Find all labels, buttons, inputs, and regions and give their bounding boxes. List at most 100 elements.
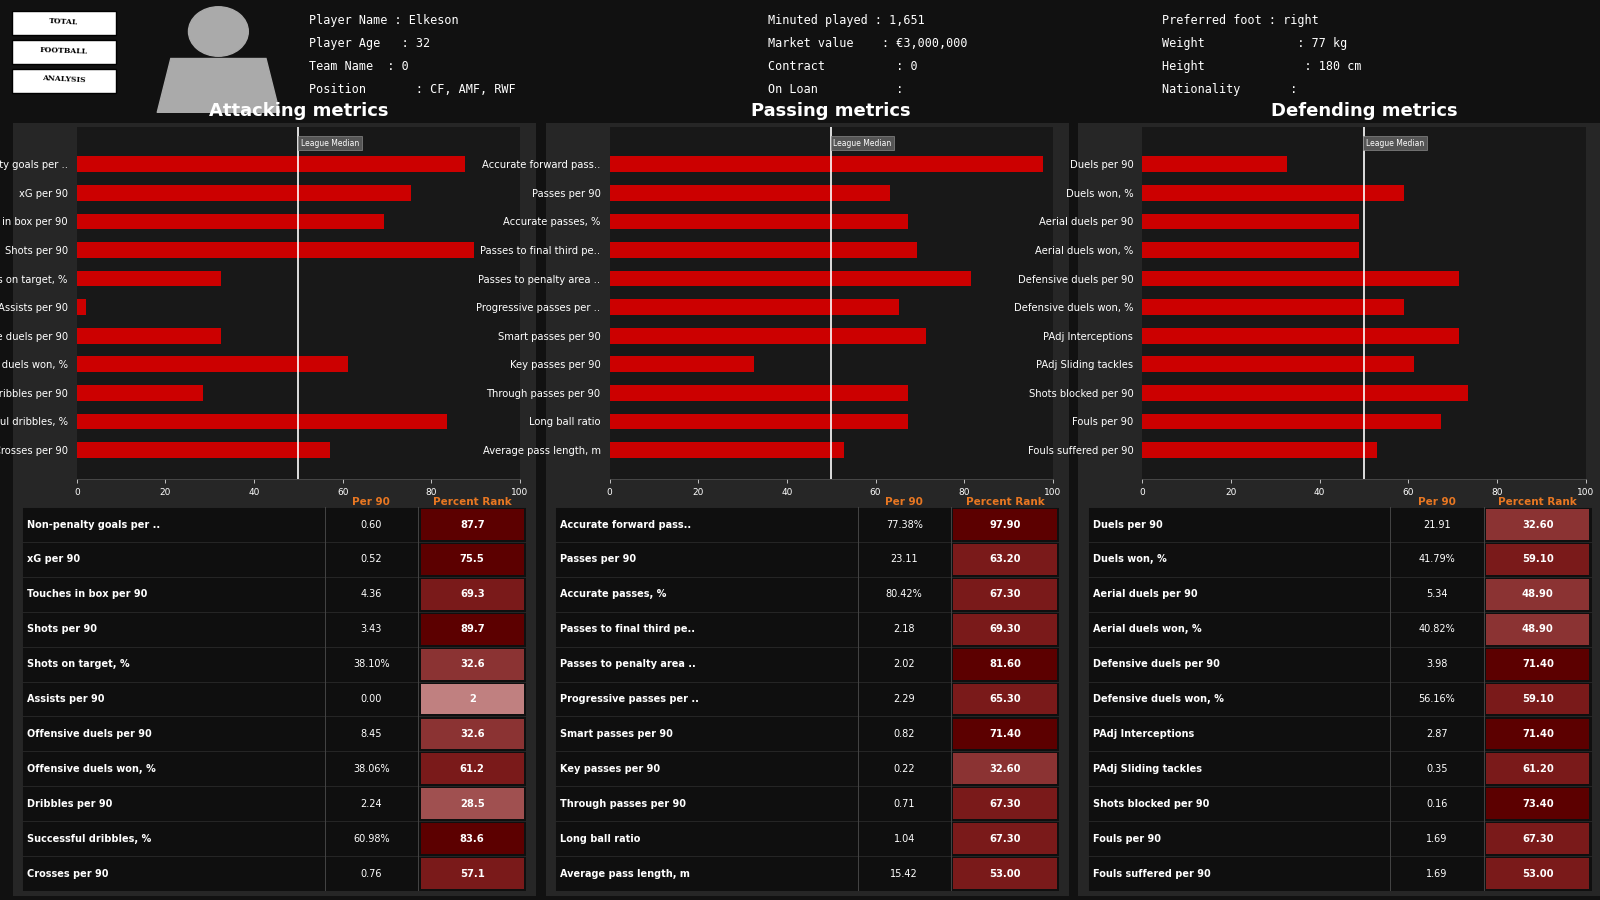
Text: 89.7: 89.7 <box>459 625 485 634</box>
Bar <box>22 787 526 821</box>
Bar <box>421 718 523 750</box>
Text: Aerial duels per 90: Aerial duels per 90 <box>1093 590 1198 599</box>
Bar <box>610 300 899 315</box>
Bar <box>421 753 523 784</box>
Bar <box>77 356 349 372</box>
Text: Successful dribbles, %: Successful dribbles, % <box>27 833 152 843</box>
Bar <box>1486 649 1589 680</box>
Bar <box>421 579 523 610</box>
Bar <box>22 507 526 542</box>
Bar <box>1088 716 1592 752</box>
Bar <box>555 856 1059 891</box>
Bar <box>22 647 526 681</box>
FancyBboxPatch shape <box>1074 115 1600 900</box>
Text: 57.1: 57.1 <box>459 868 485 878</box>
Bar <box>77 413 448 429</box>
Bar <box>421 824 523 854</box>
Text: Passes to final third pe..: Passes to final third pe.. <box>560 625 696 634</box>
Text: 56.16%: 56.16% <box>1419 694 1456 704</box>
Text: 80.42%: 80.42% <box>886 590 923 599</box>
Text: Percent Rank: Percent Rank <box>1499 497 1578 507</box>
Bar <box>1142 442 1378 458</box>
Bar <box>1142 328 1459 344</box>
Bar <box>1486 753 1589 784</box>
Text: 4.36: 4.36 <box>360 590 382 599</box>
Text: 53.00: 53.00 <box>989 868 1021 878</box>
Bar <box>610 213 907 230</box>
Bar <box>1486 858 1589 889</box>
Text: PAdj Interceptions: PAdj Interceptions <box>1093 729 1194 739</box>
Text: League Median: League Median <box>301 139 358 148</box>
Text: 2.18: 2.18 <box>893 625 915 634</box>
Bar <box>610 185 890 201</box>
Text: 3.43: 3.43 <box>360 625 382 634</box>
Text: 0.76: 0.76 <box>360 868 382 878</box>
Text: 38.06%: 38.06% <box>354 764 390 774</box>
Text: 67.30: 67.30 <box>989 833 1021 843</box>
Text: Key passes per 90: Key passes per 90 <box>560 764 661 774</box>
Bar <box>77 442 330 458</box>
Text: 2.24: 2.24 <box>360 798 382 809</box>
Text: 0.82: 0.82 <box>893 729 915 739</box>
Bar <box>1486 544 1589 575</box>
Bar <box>1088 647 1592 681</box>
Text: 87.7: 87.7 <box>459 519 485 529</box>
Bar <box>1142 356 1414 372</box>
Text: Defensive duels won, %: Defensive duels won, % <box>1093 694 1224 704</box>
Text: 71.40: 71.40 <box>989 729 1021 739</box>
Bar <box>22 821 526 856</box>
Text: Long ball ratio: Long ball ratio <box>560 833 640 843</box>
Text: Duels won, %: Duels won, % <box>1093 554 1166 564</box>
Bar <box>22 716 526 752</box>
Text: Per 90: Per 90 <box>352 497 390 507</box>
Bar <box>954 788 1056 819</box>
Text: Smart passes per 90: Smart passes per 90 <box>560 729 674 739</box>
Bar <box>555 507 1059 542</box>
Bar <box>1486 718 1589 750</box>
Text: Dribbles per 90: Dribbles per 90 <box>27 798 114 809</box>
Bar <box>555 647 1059 681</box>
Text: PAdj Sliding tackles: PAdj Sliding tackles <box>1093 764 1202 774</box>
Text: 59.10: 59.10 <box>1522 694 1554 704</box>
Bar <box>77 185 411 201</box>
FancyBboxPatch shape <box>13 11 115 35</box>
Bar <box>555 542 1059 577</box>
Text: ANALYSIS: ANALYSIS <box>42 75 86 85</box>
Text: League Median: League Median <box>834 139 891 148</box>
Bar <box>610 385 907 400</box>
Text: 41.79%: 41.79% <box>1419 554 1456 564</box>
Text: Shots on target, %: Shots on target, % <box>27 659 130 669</box>
Bar <box>1142 185 1405 201</box>
Text: 32.60: 32.60 <box>989 764 1021 774</box>
Bar <box>555 577 1059 612</box>
Text: 75.5: 75.5 <box>459 554 485 564</box>
Text: Per 90: Per 90 <box>885 497 923 507</box>
Text: Through passes per 90: Through passes per 90 <box>560 798 686 809</box>
Text: 38.10%: 38.10% <box>354 659 390 669</box>
Bar <box>555 612 1059 647</box>
Bar <box>1486 579 1589 610</box>
Bar <box>1088 821 1592 856</box>
Bar <box>77 157 466 172</box>
FancyBboxPatch shape <box>8 115 541 900</box>
Text: 77.38%: 77.38% <box>886 519 923 529</box>
Bar <box>22 681 526 716</box>
Text: Offensive duels won, %: Offensive duels won, % <box>27 764 157 774</box>
Text: 8.45: 8.45 <box>360 729 382 739</box>
FancyBboxPatch shape <box>541 115 1074 900</box>
Text: Percent Rank: Percent Rank <box>434 497 512 507</box>
Bar <box>421 858 523 889</box>
Bar <box>954 649 1056 680</box>
Text: 73.40: 73.40 <box>1522 798 1554 809</box>
Bar <box>610 442 845 458</box>
Text: 0.60: 0.60 <box>360 519 382 529</box>
Text: Minuted played : 1,651
Market value    : €3,000,000
Contract          : 0
On Loa: Minuted played : 1,651 Market value : €3… <box>768 14 968 96</box>
Bar <box>1142 300 1405 315</box>
Text: Average pass length, m: Average pass length, m <box>560 868 690 878</box>
Text: League Median: League Median <box>1366 139 1424 148</box>
Text: 61.20: 61.20 <box>1522 764 1554 774</box>
Text: 40.82%: 40.82% <box>1419 625 1456 634</box>
Text: 48.90: 48.90 <box>1522 625 1554 634</box>
Bar <box>421 614 523 644</box>
Text: 21.91: 21.91 <box>1424 519 1451 529</box>
